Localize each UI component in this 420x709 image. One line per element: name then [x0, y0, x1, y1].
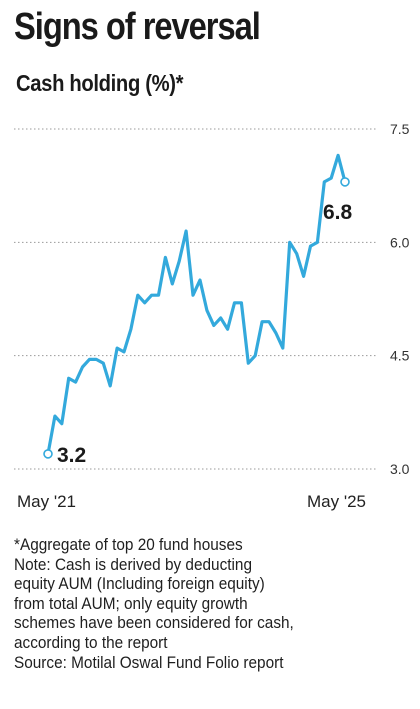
- end-point-marker: [340, 177, 350, 187]
- start-point-marker: [43, 449, 53, 459]
- x-tick-label-end: May '25: [307, 492, 366, 511]
- chart-subtitle: Cash holding (%)*: [16, 70, 184, 96]
- note-line: schemes have been considered for cash,: [14, 614, 294, 633]
- end-value-label: 6.8: [323, 201, 353, 224]
- source-line: Source: Motilal Oswal Fund Folio report: [14, 653, 284, 672]
- note-line: according to the report: [14, 633, 168, 652]
- y-tick-label: 6.0: [390, 234, 410, 250]
- series-line: [46, 153, 347, 456]
- note-line: equity AUM (Including foreign equity): [14, 575, 265, 594]
- line-chart: 7.5 6.0 4.5 3.0 3.2 6.8 May '21 May '25: [14, 121, 410, 511]
- footnotes: *Aggregate of top 20 fund houses Note: C…: [14, 536, 386, 673]
- y-tick-label: 3.0: [390, 461, 410, 477]
- note-line: Note: Cash is derived by deducting: [14, 555, 252, 574]
- start-value-label: 3.2: [57, 444, 86, 467]
- y-tick-label: 7.5: [390, 121, 410, 137]
- footnote-asterisk: *Aggregate of top 20 fund houses: [14, 536, 243, 554]
- note-line: from total AUM; only equity growth: [14, 594, 248, 613]
- x-tick-label-start: May '21: [17, 492, 76, 511]
- chart-title: Signs of reversal: [14, 6, 261, 48]
- y-tick-label: 4.5: [390, 348, 410, 364]
